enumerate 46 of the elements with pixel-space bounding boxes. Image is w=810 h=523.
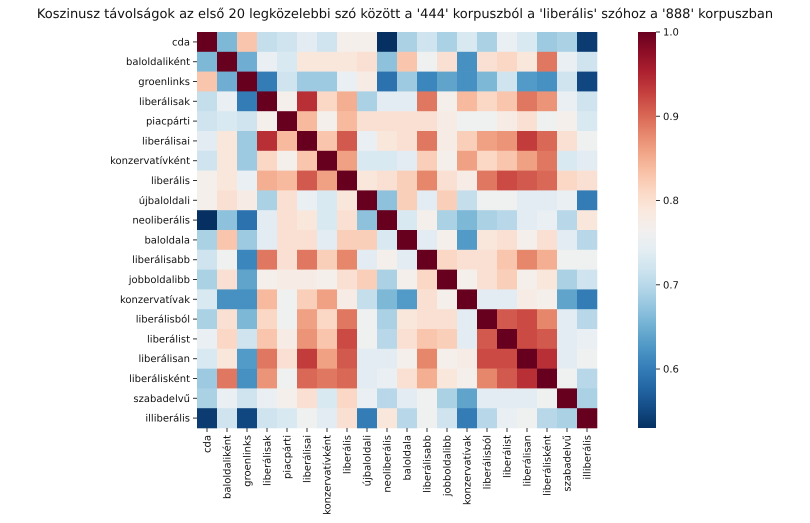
y-tick-label: liberálisan	[138, 354, 190, 366]
x-tick-label: újbaloldali	[362, 435, 374, 486]
x-tick-label: neoliberális	[382, 435, 394, 493]
y-tick-label: liberálisai	[142, 136, 190, 148]
x-tick-label: liberálisai	[302, 435, 314, 483]
x-tick-label: konzervatívak	[462, 434, 474, 505]
y-tick-label: szabadelvű	[133, 394, 190, 405]
y-tick-label: baloldala	[144, 235, 190, 246]
y-tick-label: konzervatívak	[120, 294, 190, 306]
y-tick-label: cda	[172, 37, 190, 48]
y-tick-label: liberálisként	[129, 374, 190, 385]
y-tick-label: piacpárti	[146, 116, 190, 128]
y-tick-label: liberálisból	[136, 314, 190, 326]
y-tick-label: groenlinks	[138, 77, 190, 88]
y-tick-label: illiberális	[145, 414, 190, 425]
color-bar-label: 0.8	[663, 196, 679, 208]
y-tick-label: liberálisabb	[132, 255, 190, 266]
x-tick-label: liberálisból	[482, 435, 494, 490]
x-tick-label: liberálisabb	[422, 435, 434, 493]
x-tick-label: piacpárti	[282, 435, 294, 480]
x-tick-label: liberálisak	[262, 434, 274, 486]
x-tick-label: liberálisként	[542, 434, 554, 496]
y-tick-label: neoliberális	[132, 216, 190, 227]
x-tick-label: jobboldalibb	[442, 435, 454, 498]
y-tick-label: liberálisak	[139, 96, 190, 108]
x-tick-label: liberálisan	[522, 435, 534, 487]
y-tick-label: baloldaliként	[126, 57, 190, 68]
chart-title: Koszinusz távolságok az első 20 legközelebbi szó között a '444' korpuszból a 'liberális' szóhoz a '888' korpuszban	[36, 7, 774, 22]
x-tick-label: konzervatívként	[322, 434, 334, 515]
color-bar-label: 0.9	[663, 112, 679, 123]
color-bar-label: 0.6	[663, 364, 679, 376]
x-tick-label: illiberális	[582, 435, 594, 480]
x-tick-label: baloldala	[402, 435, 414, 481]
color-bar-label: 1.0	[663, 28, 679, 38]
y-tick-label: újbaloldali	[138, 196, 190, 207]
y-tick-label: jobboldalibb	[128, 275, 190, 286]
x-tick-label: szabadelvű	[562, 435, 574, 492]
x-tick-label: cda	[202, 435, 214, 453]
color-bar-label: 0.7	[663, 280, 679, 292]
y-tick-label: liberális	[150, 176, 190, 187]
x-tick-label: liberálist	[502, 434, 514, 478]
x-tick-label: liberális	[342, 435, 354, 474]
x-tick-label: baloldaliként	[222, 434, 234, 500]
x-tick-label: groenlinks	[242, 435, 254, 487]
y-tick-label: liberálist	[147, 334, 190, 346]
y-tick-label: konzervatívként	[110, 156, 190, 168]
